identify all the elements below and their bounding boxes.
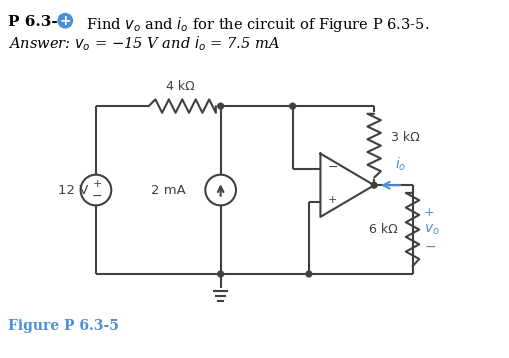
Circle shape <box>290 103 296 109</box>
Text: $v_o$: $v_o$ <box>424 222 440 237</box>
Text: 4 kΩ: 4 kΩ <box>165 80 194 93</box>
Text: 12 V: 12 V <box>58 184 88 197</box>
Text: Find $v_o$ and $i_o$ for the circuit of Figure P 6.3-5.: Find $v_o$ and $i_o$ for the circuit of … <box>77 15 429 34</box>
Circle shape <box>371 182 377 188</box>
Circle shape <box>218 271 223 277</box>
Text: −: − <box>424 240 436 254</box>
Circle shape <box>306 271 312 277</box>
Text: Answer: $v_o$ = −15 V and $i_o$ = 7.5 mA: Answer: $v_o$ = −15 V and $i_o$ = 7.5 mA <box>8 34 280 53</box>
Circle shape <box>218 103 223 109</box>
Text: +: + <box>328 195 337 205</box>
Text: +: + <box>60 14 71 28</box>
Text: $i_o$: $i_o$ <box>395 155 407 173</box>
Circle shape <box>58 14 72 28</box>
Text: 6 kΩ: 6 kΩ <box>370 223 398 236</box>
Text: P 6.3-5: P 6.3-5 <box>8 15 68 29</box>
Text: −: − <box>328 161 338 174</box>
Text: Figure P 6.3-5: Figure P 6.3-5 <box>8 319 119 333</box>
Text: 3 kΩ: 3 kΩ <box>391 131 420 145</box>
Text: +: + <box>93 179 102 189</box>
Text: +: + <box>424 206 435 219</box>
Text: 2 mA: 2 mA <box>151 184 186 197</box>
Text: −: − <box>92 190 102 203</box>
